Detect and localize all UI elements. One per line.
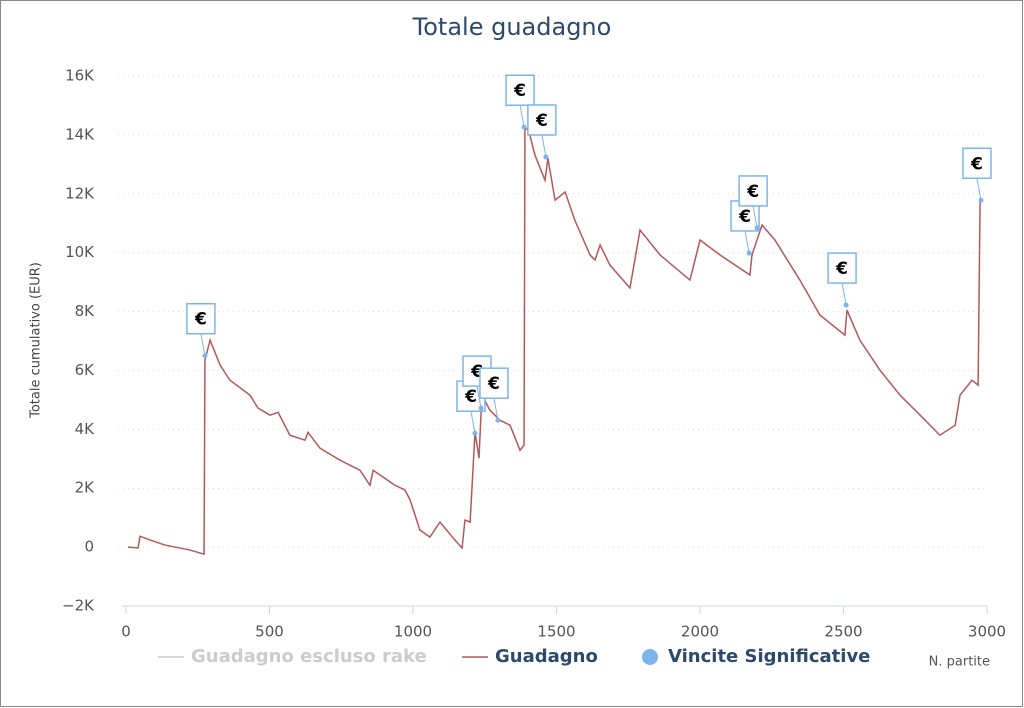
flag-connector	[476, 386, 482, 409]
x-axis-label: N. partite	[929, 655, 990, 670]
y-tick-label: 0	[84, 538, 94, 556]
legend-label[interactable]: Vincite Significative	[668, 646, 870, 667]
y-tick-label: 14K	[65, 125, 95, 143]
flag-label: €	[194, 310, 207, 330]
y-tick-label: 12K	[65, 184, 95, 202]
flag-box	[505, 74, 535, 106]
flag-connector	[541, 134, 547, 158]
y-tick-label: 10K	[65, 243, 95, 261]
x-tick-label: 0	[121, 623, 131, 641]
flag-point	[978, 197, 984, 203]
legend-label[interactable]: Guadagno	[495, 646, 598, 667]
x-tick-label: 2500	[824, 623, 862, 641]
flag-box	[738, 175, 768, 207]
flag-label: €	[513, 81, 526, 101]
flag-connector	[744, 230, 750, 254]
flag-connector	[752, 205, 758, 229]
flag-point	[472, 430, 478, 436]
flag-connector	[841, 282, 847, 306]
legend-marker	[642, 649, 658, 665]
flag-box	[527, 104, 557, 136]
flag-point	[746, 250, 752, 256]
flag-connector	[519, 105, 525, 128]
y-tick-label: 16K	[65, 67, 95, 85]
flag-label: €	[746, 182, 759, 202]
flag-connector	[493, 398, 499, 421]
x-tick-label: 1500	[537, 623, 575, 641]
flag-box	[827, 252, 857, 284]
x-tick-label: 500	[255, 623, 284, 641]
flag-point	[478, 405, 484, 411]
y-axis-label: Totale cumulativo (EUR)	[29, 262, 44, 419]
flag-label: €	[738, 207, 751, 227]
flag-point	[843, 302, 849, 308]
y-tick-label: 2K	[75, 479, 96, 497]
chart-title: Totale guadagno	[412, 13, 612, 41]
y-tick-label: 8K	[75, 302, 96, 320]
flag-label: €	[487, 374, 500, 394]
flag-label: €	[535, 111, 548, 131]
y-tick-label: 6K	[75, 361, 96, 379]
flag-label: €	[835, 259, 848, 279]
flag-point	[495, 417, 501, 423]
flag-label: €	[464, 387, 477, 407]
flag-point	[202, 353, 208, 359]
flag-point	[521, 124, 527, 130]
y-tick-label: 4K	[75, 420, 96, 438]
flag-connector	[200, 333, 206, 356]
flag-box	[186, 302, 216, 335]
y-tick-label: −2K	[62, 597, 95, 615]
x-tick-label: 3000	[968, 623, 1006, 641]
x-tick-label: 2000	[681, 623, 719, 641]
x-tick-label: 1000	[394, 623, 432, 641]
flag-point	[543, 154, 549, 160]
flag-label: €	[970, 154, 983, 174]
flag-connector	[976, 178, 982, 201]
legend-label[interactable]: Guadagno escluso rake	[191, 646, 427, 667]
flag-connector	[470, 411, 476, 434]
flag-box	[479, 367, 509, 399]
line-series	[127, 126, 981, 556]
flag-point	[754, 225, 760, 231]
flag-box	[962, 147, 992, 180]
